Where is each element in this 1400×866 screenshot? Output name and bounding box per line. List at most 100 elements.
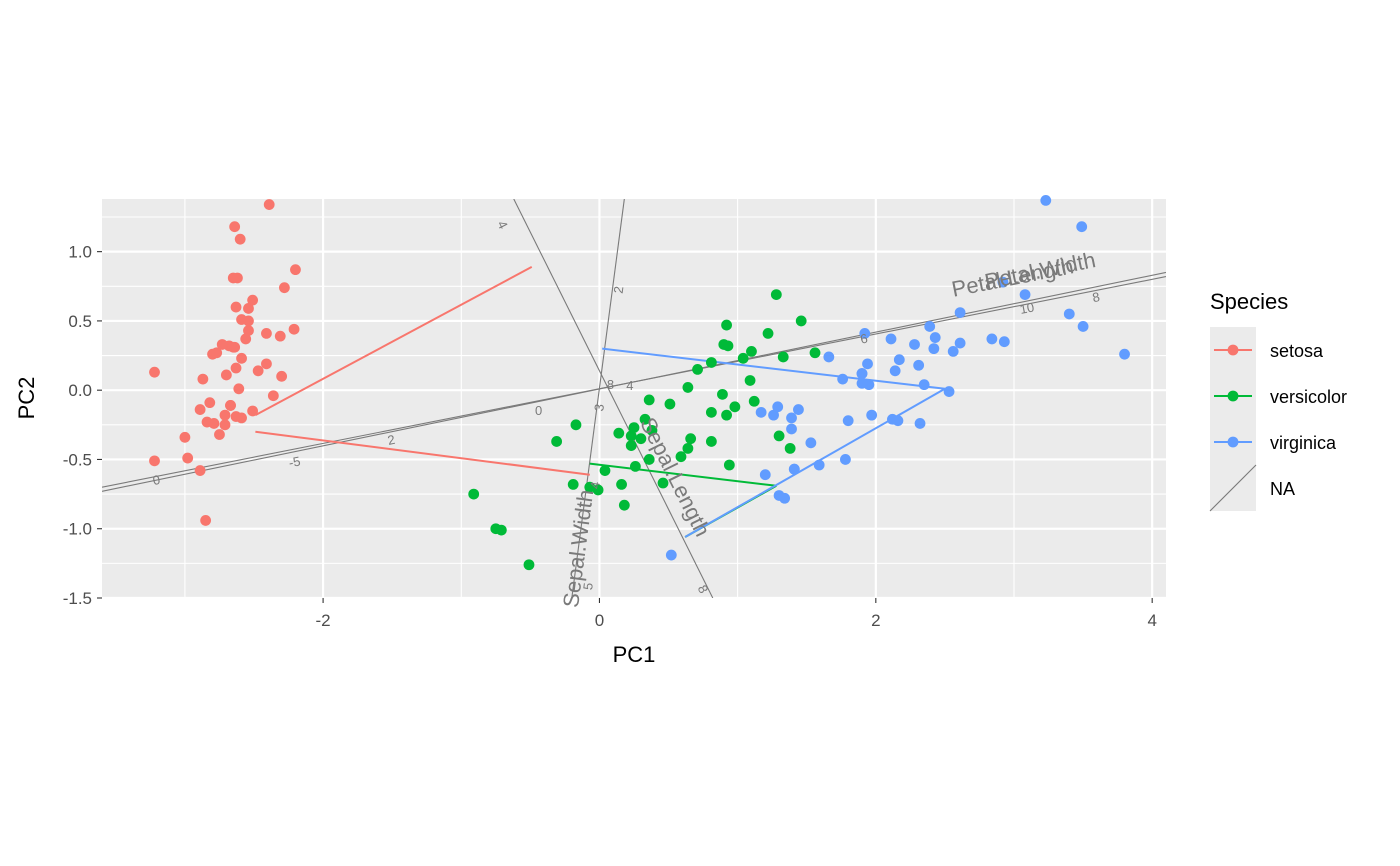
virginica-point	[928, 343, 940, 355]
calibrated-axes	[102, 199, 1166, 598]
versicolor-point	[625, 430, 637, 442]
versicolor-point	[646, 424, 658, 436]
virginica-point	[954, 337, 966, 349]
legend-key-versicolor	[1210, 373, 1256, 419]
virginica-point	[893, 354, 905, 366]
setosa-point	[230, 362, 242, 374]
virginica-point	[913, 359, 925, 371]
virginica-point	[954, 307, 966, 319]
versicolor-point	[616, 478, 627, 490]
setosa-point	[263, 199, 275, 210]
versicolor-point	[523, 559, 535, 571]
versicolor-point	[721, 409, 732, 421]
legend-na-line	[1209, 464, 1257, 512]
virginica-point	[842, 415, 854, 427]
legend-point	[1227, 390, 1239, 402]
versicolor-point	[795, 315, 807, 327]
virginica-point	[997, 276, 1009, 288]
versicolor-point	[705, 436, 717, 447]
setosa-point	[227, 272, 239, 284]
legend-point	[1227, 344, 1239, 356]
calibrated-axis-tick: 2	[611, 285, 627, 294]
calibrated-axis-tick: 4	[587, 481, 603, 490]
virginica-point	[929, 332, 941, 343]
setosa-point	[201, 416, 213, 428]
virginica-point	[924, 321, 936, 332]
calibrated-axis-tick: 5	[580, 582, 596, 591]
virginica-point	[856, 377, 868, 389]
calibrated-axis-tick: -5	[287, 453, 301, 470]
legend-key-setosa	[1210, 327, 1256, 373]
setosa-point	[219, 419, 231, 431]
virginica-point	[885, 333, 897, 345]
setosa-point	[197, 373, 209, 385]
versicolor-point	[773, 430, 785, 442]
virginica-point	[862, 358, 873, 370]
versicolor-point	[570, 419, 582, 431]
y-axis-title: PC2	[14, 377, 39, 420]
calibrated-axis-line	[102, 276, 1166, 488]
versicolor-point	[657, 477, 669, 489]
virginica-point	[1063, 308, 1075, 320]
virginica-point	[786, 423, 797, 435]
setosa-point	[276, 370, 288, 382]
setosa-line	[254, 266, 533, 417]
virginica-point	[909, 339, 920, 350]
legend-label: NA	[1270, 479, 1295, 499]
setosa-point	[288, 323, 300, 335]
virginica-point	[918, 379, 930, 391]
setosa-point	[149, 455, 160, 467]
virginica-point	[1019, 289, 1031, 300]
versicolor-point	[777, 351, 789, 363]
calibrated-axis-tick: 8	[1091, 289, 1101, 305]
versicolor-point	[664, 398, 676, 410]
calibrated-axis-tick: 8	[607, 377, 614, 392]
setosa-point	[247, 294, 259, 306]
x-tick-label: 0	[595, 611, 604, 630]
calibrated-axis-line	[571, 199, 625, 598]
versicolor-point	[762, 327, 774, 339]
virginica-point	[793, 404, 804, 415]
plot-panel	[102, 199, 1166, 598]
y-tick-label: 1.0	[68, 243, 92, 262]
legend-label: versicolor	[1270, 387, 1347, 407]
setosa-point	[220, 369, 232, 381]
virginica-point	[788, 463, 800, 475]
y-tick-label: 0.0	[68, 381, 92, 400]
setosa-point	[236, 412, 247, 424]
setosa-point	[194, 404, 206, 415]
virginica-point	[755, 406, 767, 418]
setosa-point	[290, 264, 301, 276]
setosa-point	[229, 341, 241, 353]
virginica-point	[773, 490, 785, 501]
versicolor-point	[639, 413, 651, 425]
virginica-point	[998, 336, 1010, 348]
x-tick-label: 4	[1147, 611, 1156, 630]
virginica-point	[1076, 221, 1088, 233]
virginica-point	[947, 345, 959, 357]
versicolor-point	[613, 427, 625, 439]
setosa-point	[216, 339, 228, 350]
setosa-point	[274, 330, 286, 342]
virginica-point	[813, 459, 825, 471]
legend-label: setosa	[1270, 341, 1324, 361]
calibrated-axis-tick: 2	[386, 432, 396, 448]
setosa-point	[243, 315, 254, 327]
calibrated-axis-tick: 10	[1018, 299, 1035, 317]
x-axis-title: PC1	[613, 642, 656, 667]
calibrated-axis-tick: 3	[591, 403, 607, 412]
x-axis-ticks: -2 0 2 4	[316, 598, 1157, 630]
setosa-point	[229, 221, 241, 233]
setosa-point	[243, 325, 254, 337]
setosa-point	[240, 333, 252, 345]
virginica-point	[859, 327, 871, 339]
versicolor-point	[717, 388, 728, 400]
setosa-point	[211, 347, 223, 359]
virginica-point	[786, 412, 797, 424]
versicolor-point	[721, 319, 732, 331]
virginica-point	[1040, 194, 1052, 206]
versicolor-point	[705, 357, 717, 368]
setosa-point	[252, 365, 264, 377]
versicolor-point	[618, 499, 630, 511]
setosa-point	[233, 383, 245, 395]
